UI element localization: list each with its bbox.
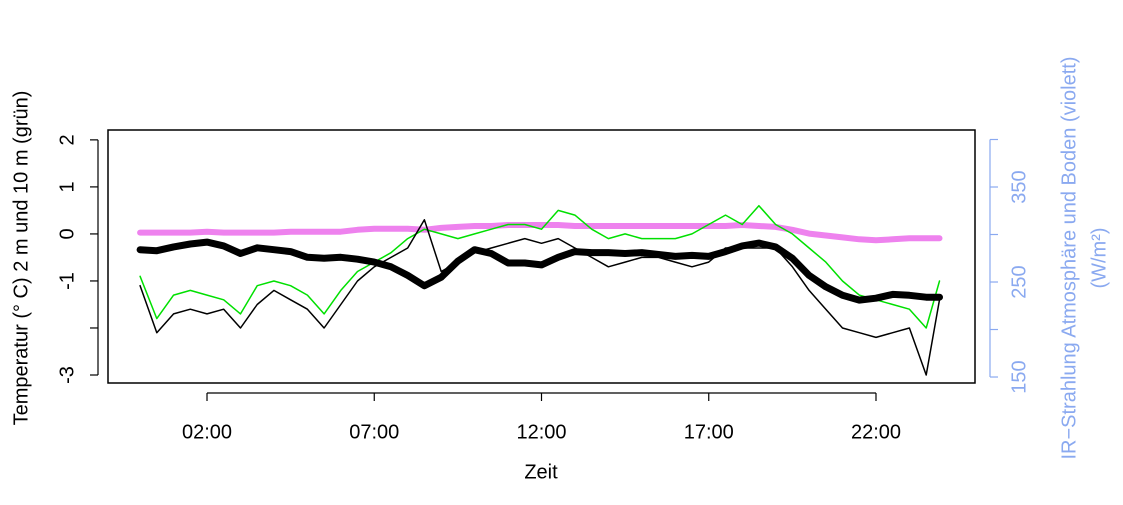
series-line [139,204,941,329]
x-tick-label: 07:00 [349,421,399,443]
x-tick-label: 02:00 [182,421,232,443]
y-tick-label: -3 [56,366,78,384]
series-line [136,238,943,304]
y2-axis-unit: (W/m²) [1088,227,1110,288]
y-tick-label: 250 [1008,265,1030,298]
x-axis-label: Zeit [524,461,558,483]
x-tick-label: 17:00 [684,421,734,443]
series-line [137,222,943,244]
y-tick-label: 2 [56,134,78,145]
y-tick-label: 1 [56,181,78,192]
y-tick-label: 0 [56,228,78,239]
x-tick-label: 22:00 [851,421,901,443]
series-line [139,219,941,376]
y-axis-label: Temperatur (° C) 2 m und 10 m (grün) [10,91,32,426]
y-tick-label: -1 [56,272,78,290]
plot-frame [107,129,976,384]
y2-axis-label: IR−Strahlung Atmosphäre und Boden (viole… [1058,56,1080,459]
y-tick-label: 150 [1008,360,1030,393]
y-tick-label: 350 [1008,170,1030,203]
x-tick-label: 12:00 [516,421,566,443]
